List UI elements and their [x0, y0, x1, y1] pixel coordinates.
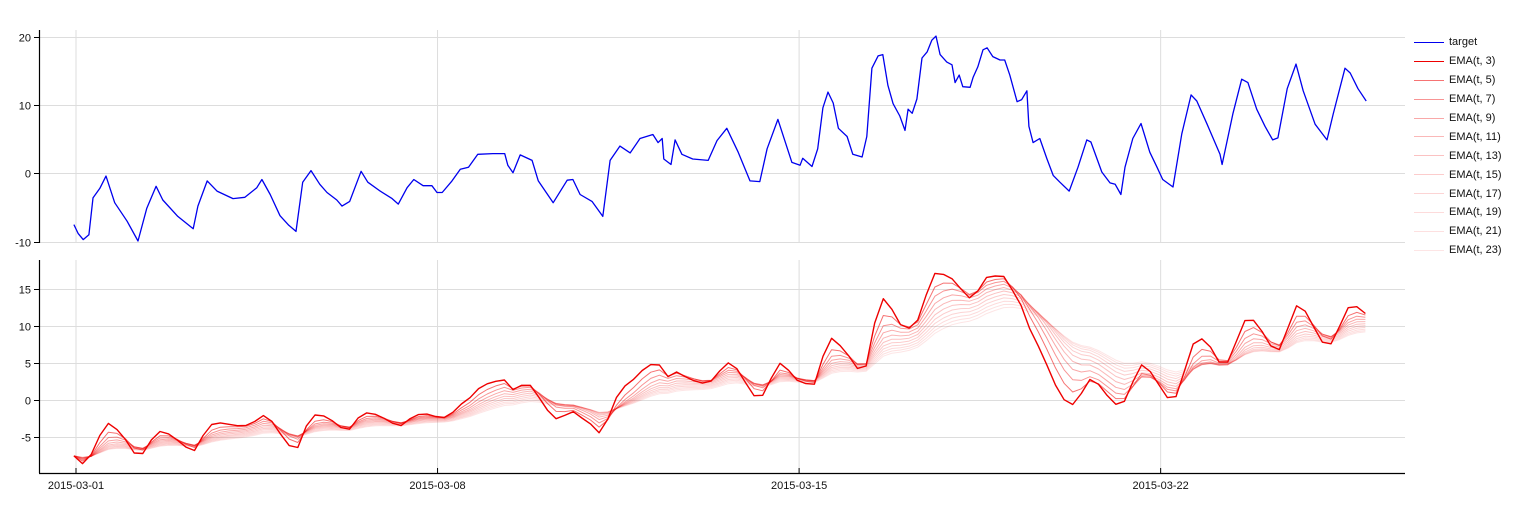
legend-item: EMA(t, 13)	[1414, 146, 1530, 165]
legend-swatch-icon	[1414, 155, 1444, 157]
legend-swatch-icon	[1414, 117, 1444, 119]
legend-swatch-icon	[1414, 98, 1444, 100]
ema-line-5	[73, 278, 1366, 462]
legend-item: EMA(t, 3)	[1414, 52, 1530, 71]
legend-item: EMA(t, 9)	[1414, 109, 1530, 128]
legend-item: EMA(t, 7)	[1414, 90, 1530, 109]
legend-label: EMA(t, 13)	[1449, 149, 1502, 162]
legend-item: EMA(t, 21)	[1414, 222, 1530, 241]
legend-label: EMA(t, 7)	[1449, 93, 1496, 106]
legend-swatch-icon	[1414, 174, 1444, 176]
legend-swatch-icon	[1414, 230, 1444, 232]
legend-item: EMA(t, 23)	[1414, 241, 1530, 260]
legend-item: EMA(t, 15)	[1414, 165, 1530, 184]
legend-swatch-icon	[1414, 79, 1444, 81]
ema-line-23	[73, 306, 1366, 458]
x-tick-label: 2015-03-08	[409, 480, 465, 492]
legend-label: EMA(t, 11)	[1449, 130, 1501, 143]
ema-line-7	[73, 280, 1366, 461]
y-tick-label: -5	[21, 433, 31, 445]
y-tick-label: 10	[19, 101, 31, 113]
legend-item: EMA(t, 11)	[1414, 127, 1530, 146]
ema-line-9	[73, 283, 1366, 460]
ema-line-21	[73, 303, 1366, 458]
legend-label: EMA(t, 15)	[1449, 168, 1502, 181]
legend-label: EMA(t, 17)	[1449, 187, 1502, 200]
legend-label: target	[1449, 36, 1478, 49]
x-tick-label: 2015-03-15	[771, 480, 827, 492]
legend-label: EMA(t, 21)	[1449, 225, 1502, 238]
y-tick-label: 5	[25, 359, 31, 371]
legend-item: target	[1414, 33, 1530, 52]
ema-line-3	[73, 272, 1366, 465]
y-tick-label: 0	[25, 396, 31, 408]
legend-label: EMA(t, 5)	[1449, 74, 1496, 87]
ema-line-19	[73, 300, 1366, 458]
legend-swatch-icon	[1414, 60, 1444, 62]
legend-swatch-icon	[1414, 136, 1444, 138]
x-tick-label: 2015-03-22	[1133, 480, 1189, 492]
legend-swatch-icon	[1414, 249, 1444, 251]
legend-label: EMA(t, 19)	[1449, 206, 1502, 219]
legend-swatch-icon	[1414, 41, 1444, 43]
legend-item: EMA(t, 5)	[1414, 71, 1530, 90]
y-tick-label: 15	[19, 285, 31, 297]
y-tick-label: -10	[15, 238, 31, 250]
legend-swatch-icon	[1414, 211, 1444, 213]
legend-item: EMA(t, 19)	[1414, 203, 1530, 222]
legend-label: EMA(t, 9)	[1449, 112, 1496, 124]
x-tick-label: 2015-03-01	[48, 480, 104, 492]
target-line	[73, 35, 1367, 242]
legend-label: EMA(t, 23)	[1449, 244, 1502, 257]
ema-line-17	[73, 297, 1366, 459]
y-tick-label: 20	[19, 33, 31, 45]
legend: target EMA(t, 3) EMA(t, 5) EMA(t, 7) EMA(t, …	[1414, 33, 1530, 260]
y-tick-label: 10	[19, 322, 31, 334]
bottom-panel-ema: -5 0 5 10 15 2015-03-01 2015-03-08 2015-03-15 20…	[19, 260, 1405, 492]
top-panel-target: -10 0 10 20	[15, 30, 1405, 250]
legend-label: EMA(t, 3)	[1449, 55, 1496, 68]
y-tick-label: 0	[25, 169, 31, 181]
ema-line-13	[73, 290, 1366, 459]
legend-item: EMA(t, 17)	[1414, 184, 1530, 203]
legend-swatch-icon	[1414, 193, 1444, 195]
